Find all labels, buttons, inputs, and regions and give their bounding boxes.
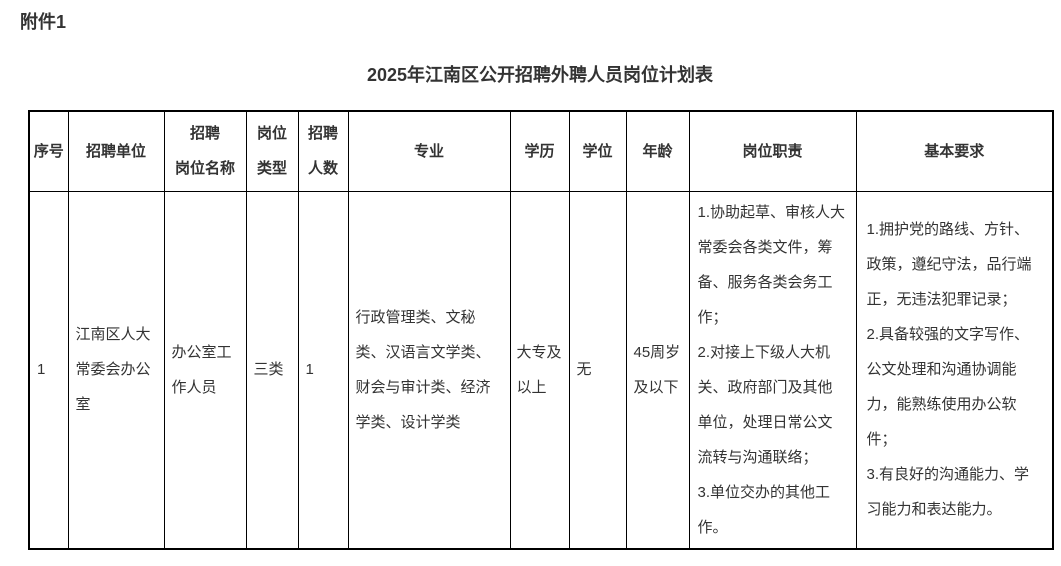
column-header-nianling: 年龄	[625, 110, 690, 192]
column-header-zhize: 岗位职责	[688, 110, 857, 192]
column-header-leixing: 岗位 类型	[245, 110, 299, 192]
table-body: 1 江南区人大常委会办公室 办公室工作人员 三类 1 行政管理类、文秘类、汉语言文学类、财…	[28, 190, 1054, 550]
column-header-yaoqiu: 基本要求	[855, 110, 1054, 192]
column-header-danwei: 招聘单位	[67, 110, 165, 192]
cell-zhize: 1.协助起草、审核人大常委会各类文件，筹备、服务各类会务工作； 2.对接上下级人…	[688, 190, 857, 550]
cell-nianling: 45周岁及以下	[625, 190, 690, 550]
cell-yaoqiu: 1.拥护党的路线、方针、政策，遵纪守法，品行端正，无违法犯罪记录； 2.具备较强…	[855, 190, 1054, 550]
table-header-row: 序号 招聘单位 招聘 岗位名称 岗位 类型 招聘 人数 专业 学历 学位 年龄 岗位职责 基本要求	[28, 110, 1054, 192]
cell-renshu: 1	[297, 190, 349, 550]
cell-zhuanye: 行政管理类、文秘类、汉语言文学类、财会与审计类、经济学类、设计学类	[347, 190, 511, 550]
document-page: 附件1 2025年江南区公开招聘外聘人员岗位计划表 序号 招聘单位 招聘 岗位名称岗…	[0, 10, 1061, 566]
cell-xuewei: 无	[568, 190, 627, 550]
column-header-zhuanye: 专业	[347, 110, 511, 192]
column-header-xueli: 学历	[509, 110, 570, 192]
column-header-xuewei: 学位	[568, 110, 627, 192]
cell-mingcheng: 办公室工作人员	[163, 190, 247, 550]
column-header-mingcheng: 招聘 岗位名称	[163, 110, 247, 192]
cell-danwei: 江南区人大常委会办公室	[67, 190, 165, 550]
cell-leixing: 三类	[245, 190, 299, 550]
table-row: 1 江南区人大常委会办公室 办公室工作人员 三类 1 行政管理类、文秘类、汉语言文学类、财…	[28, 190, 1054, 550]
page-title: 2025年江南区公开招聘外聘人员岗位计划表	[366, 65, 714, 85]
position-plan-table: 序号 招聘单位 招聘 岗位名称 岗位 类型 招聘 人数 专业 学历 学位 年龄 岗位职责 基本要求 …	[28, 110, 1054, 550]
attachment-label: 附件1	[20, 12, 67, 32]
column-header-renshu: 招聘 人数	[297, 110, 349, 192]
cell-xuhao: 1	[28, 190, 69, 550]
column-header-xuhao: 序号	[28, 110, 69, 192]
cell-xueli: 大专及以上	[509, 190, 570, 550]
